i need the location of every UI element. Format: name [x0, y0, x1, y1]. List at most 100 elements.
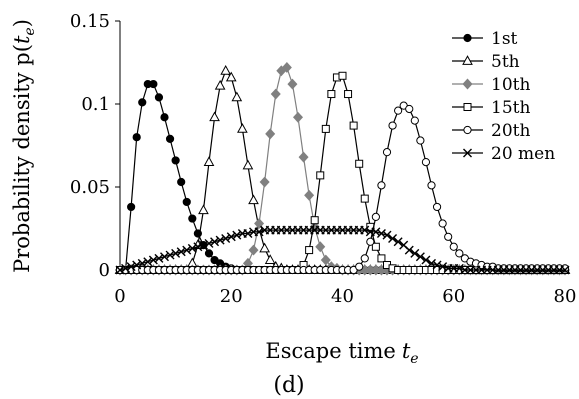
data-point	[305, 246, 314, 255]
data-point	[165, 250, 175, 260]
x-marker-stroke	[432, 260, 442, 270]
data-point	[165, 134, 175, 143]
x-marker-stroke	[165, 250, 175, 260]
x-marker-stroke	[232, 230, 242, 240]
legend-label: 20th	[491, 121, 530, 141]
x-marker-stroke	[187, 243, 197, 253]
panel-label: (d)	[273, 373, 304, 398]
data-point	[454, 263, 464, 273]
data-point	[243, 228, 253, 238]
x-tick-label: 60	[442, 286, 465, 307]
data-point	[404, 245, 414, 255]
data-point	[360, 254, 369, 263]
data-point	[421, 158, 431, 167]
data-point	[360, 225, 370, 235]
x-marker-stroke	[243, 228, 253, 238]
x-tick-label: 40	[331, 286, 354, 307]
data-point	[143, 257, 153, 267]
data-point	[198, 204, 209, 215]
data-point	[410, 116, 419, 125]
data-point	[371, 227, 381, 237]
data-point	[265, 128, 276, 140]
data-point	[410, 248, 420, 258]
x-marker-stroke	[121, 263, 131, 273]
data-point	[259, 242, 270, 253]
x-marker-stroke	[421, 255, 431, 265]
data-point	[242, 159, 254, 170]
x-marker-stroke	[148, 255, 158, 265]
data-point	[432, 202, 442, 212]
x-marker-stroke	[198, 240, 208, 250]
data-point	[138, 98, 147, 107]
x-marker-stroke	[410, 248, 420, 258]
data-point	[215, 235, 225, 245]
data-point	[188, 214, 197, 223]
data-point	[176, 247, 186, 257]
data-point	[154, 93, 164, 102]
data-point	[177, 177, 186, 187]
data-point	[444, 232, 453, 241]
legend-marker	[463, 125, 472, 135]
y-axis-title-close: )	[10, 19, 34, 27]
y-tick-label: 0.1	[81, 94, 110, 115]
data-point	[360, 194, 369, 203]
data-point	[154, 253, 164, 263]
data-point	[126, 262, 136, 272]
data-point	[171, 156, 180, 165]
data-point	[355, 159, 364, 168]
data-point	[210, 237, 220, 247]
data-point	[182, 197, 191, 207]
x-marker-stroke	[160, 252, 169, 262]
x-marker-stroke	[221, 233, 231, 243]
x-marker-stroke	[427, 258, 436, 268]
x-marker-stroke	[143, 257, 153, 267]
data-point	[438, 219, 447, 228]
data-point	[371, 242, 380, 251]
x-axis-title-text: Escape time	[265, 339, 395, 363]
x-marker-stroke	[463, 148, 472, 158]
x-marker-stroke	[171, 248, 181, 258]
data-point	[327, 90, 336, 99]
legend-entry: 20 men	[452, 144, 555, 164]
data-point	[132, 133, 141, 142]
x-marker-stroke	[154, 253, 164, 263]
data-point	[321, 124, 330, 133]
data-point	[560, 265, 570, 275]
x-marker-stroke	[388, 233, 398, 243]
data-point	[415, 252, 425, 262]
data-point	[281, 62, 292, 73]
data-point	[377, 181, 386, 190]
x-marker-stroke	[226, 232, 236, 242]
legend-entry: 10th	[452, 75, 530, 95]
data-point	[338, 71, 347, 80]
y-axis-title-symbol: t	[10, 35, 34, 44]
y-tick-label: 0.15	[70, 11, 110, 32]
data-point	[171, 248, 181, 258]
x-marker-stroke	[115, 265, 125, 275]
data-point	[416, 136, 425, 145]
data-point	[193, 242, 203, 252]
x-axis-title: Escape time te	[265, 339, 418, 367]
data-point	[198, 240, 208, 250]
data-point	[315, 241, 326, 253]
x-marker-stroke	[404, 245, 414, 255]
y-axis-title: Probability density p(te)	[10, 19, 38, 273]
data-point	[388, 121, 397, 130]
data-point	[270, 88, 281, 100]
series-layer	[114, 62, 571, 276]
data-point	[382, 230, 392, 240]
x-marker-stroke	[560, 265, 570, 275]
x-marker-stroke	[193, 242, 203, 252]
data-point	[393, 237, 403, 247]
data-point	[226, 232, 236, 242]
data-point	[421, 255, 431, 265]
legend-label: 20 men	[491, 144, 555, 164]
data-point	[187, 243, 197, 253]
data-point	[209, 111, 220, 122]
legend-marker	[462, 55, 473, 65]
data-point	[427, 258, 436, 268]
x-marker-stroke	[454, 263, 464, 273]
data-point	[310, 216, 319, 225]
data-point	[259, 176, 270, 188]
